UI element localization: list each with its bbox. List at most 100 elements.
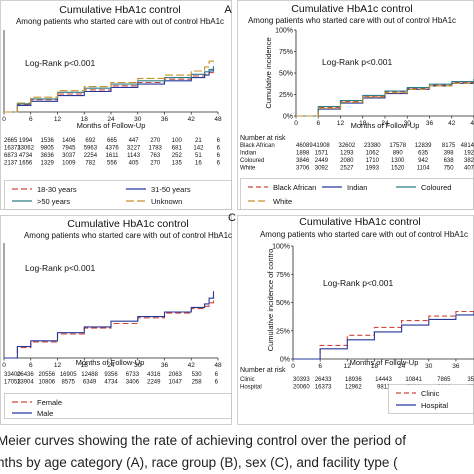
legend-label: Female (37, 398, 62, 407)
risk-cell: 6349 (83, 380, 97, 386)
x-tick-label: 18 (81, 116, 89, 123)
risk-table-label: Number at risk (240, 367, 286, 374)
risk-cell: 3037 (62, 153, 76, 159)
legend-label: >50 years (37, 197, 70, 206)
risk-row-group: Indian (240, 151, 256, 157)
risk-row-group: Clinic (240, 377, 255, 383)
legend-label: 18-30 years (37, 185, 77, 194)
risk-cell: 16373 (4, 146, 21, 152)
risk-cell: 252 (172, 153, 183, 159)
risk-cell: 32602 (339, 143, 356, 149)
risk-row-group: Coloured (240, 158, 264, 164)
risk-cell: 2063 (169, 372, 183, 378)
risk-cell: 530 (192, 372, 203, 378)
risk-cell: 7945 (62, 146, 76, 152)
risk-cell: 30393 (293, 377, 310, 383)
risk-cell: 258 (192, 380, 203, 386)
risk-cell: 2080 (340, 158, 354, 164)
risk-cell: 1300 (391, 158, 405, 164)
x-axis-label: Months of Follow-Up (351, 121, 420, 130)
risk-cell: 6 (215, 380, 219, 386)
x-tick-label: 24 (381, 120, 389, 127)
risk-cell: 750 (444, 166, 455, 172)
legend-box (4, 393, 232, 419)
x-tick-label: 24 (107, 116, 115, 123)
risk-cell: 1104 (417, 166, 431, 172)
risk-cell: 1062 (366, 151, 380, 157)
risk-cell: 6873 (4, 153, 18, 159)
risk-cell: 14443 (375, 377, 392, 383)
x-tick-label: 6 (316, 120, 320, 127)
risk-cell: 17053 (4, 380, 21, 386)
risk-cell: 100 (172, 138, 183, 144)
risk-row-group: Black African (240, 143, 275, 149)
risk-cell: 1293 (340, 151, 354, 157)
risk-cell: 4316 (147, 372, 161, 378)
risk-cell: 556 (107, 161, 118, 167)
x-tick-label: 48 (214, 362, 222, 369)
panel-subtitle: Among patients who started care with out… (16, 17, 224, 26)
risk-table-label: Number at risk (240, 135, 286, 142)
x-tick-label: 0 (294, 120, 298, 127)
risk-cell: 1571 (315, 151, 329, 157)
risk-cell: 16 (195, 161, 202, 167)
panel-subtitle: Among patients who started care with out… (24, 231, 232, 240)
risk-cell: 635 (418, 151, 429, 157)
risk-cell: 6 (217, 138, 221, 144)
risk-cell: 8175 (442, 143, 456, 149)
risk-cell: 13062 (17, 146, 34, 152)
panel-subtitle: Among patients who started care with out… (260, 230, 468, 239)
caption-line-2: nths by age category (A), race group (B)… (0, 455, 398, 470)
x-tick-label: 30 (404, 120, 412, 127)
legend-label: Male (37, 409, 53, 418)
risk-cell: 270 (150, 138, 161, 144)
panel-subtitle: Among patients who started care with out… (248, 16, 456, 25)
x-tick-label: 48 (214, 116, 222, 123)
panel-frame (0, 0, 232, 210)
x-tick-label: 36 (452, 363, 460, 370)
y-tick-label: 75% (279, 49, 293, 56)
risk-cell: 6 (217, 146, 221, 152)
risk-cell: 1710 (366, 158, 380, 164)
x-tick-label: 12 (54, 116, 62, 123)
risk-row-group: White (240, 166, 256, 172)
risk-cell: 1611 (106, 153, 120, 159)
risk-cell: 3846 (296, 158, 310, 164)
risk-cell: 192 (464, 151, 474, 157)
risk-cell: 3636 (41, 153, 55, 159)
risk-cell: 782 (85, 161, 96, 167)
x-tick-label: 24 (107, 362, 115, 369)
risk-cell: 4734 (104, 380, 118, 386)
risk-cell: 4734 (19, 153, 33, 159)
risk-cell: 270 (150, 161, 161, 167)
risk-cell: 1143 (127, 153, 141, 159)
risk-row-group: Hospital (240, 385, 262, 391)
risk-cell: 12839 (415, 143, 432, 149)
panel-letter: C (228, 212, 236, 224)
risk-cell: 8575 (62, 380, 76, 386)
x-tick-label: 12 (337, 120, 345, 127)
risk-cell: 142 (193, 146, 204, 152)
risk-cell: 6733 (126, 372, 140, 378)
panel-title: Cumulative HbA1c control (67, 218, 188, 230)
risk-cell: 16905 (60, 372, 77, 378)
x-tick-label: 12 (344, 363, 352, 370)
y-tick-label: 100% (272, 244, 290, 251)
risk-cell: 2137 (4, 161, 18, 167)
risk-cell: 35 (467, 377, 474, 383)
risk-cell: 3706 (296, 166, 310, 172)
y-tick-label: 25% (276, 328, 290, 335)
x-tick-label: 42 (448, 120, 456, 127)
risk-cell: 51 (195, 153, 202, 159)
risk-cell: 681 (172, 146, 183, 152)
x-tick-label: 36 (161, 116, 169, 123)
log-rank-annotation: Log-Rank p<0.001 (323, 278, 393, 288)
risk-cell: 17578 (389, 143, 406, 149)
risk-cell: 4814 (461, 143, 474, 149)
caption-line-1: Meier curves showing the rate of achievi… (0, 433, 406, 448)
x-tick-label: 0 (2, 362, 6, 369)
risk-cell: 12962 (345, 385, 362, 391)
y-axis-label: Cumulative incidence of contro (266, 249, 275, 352)
